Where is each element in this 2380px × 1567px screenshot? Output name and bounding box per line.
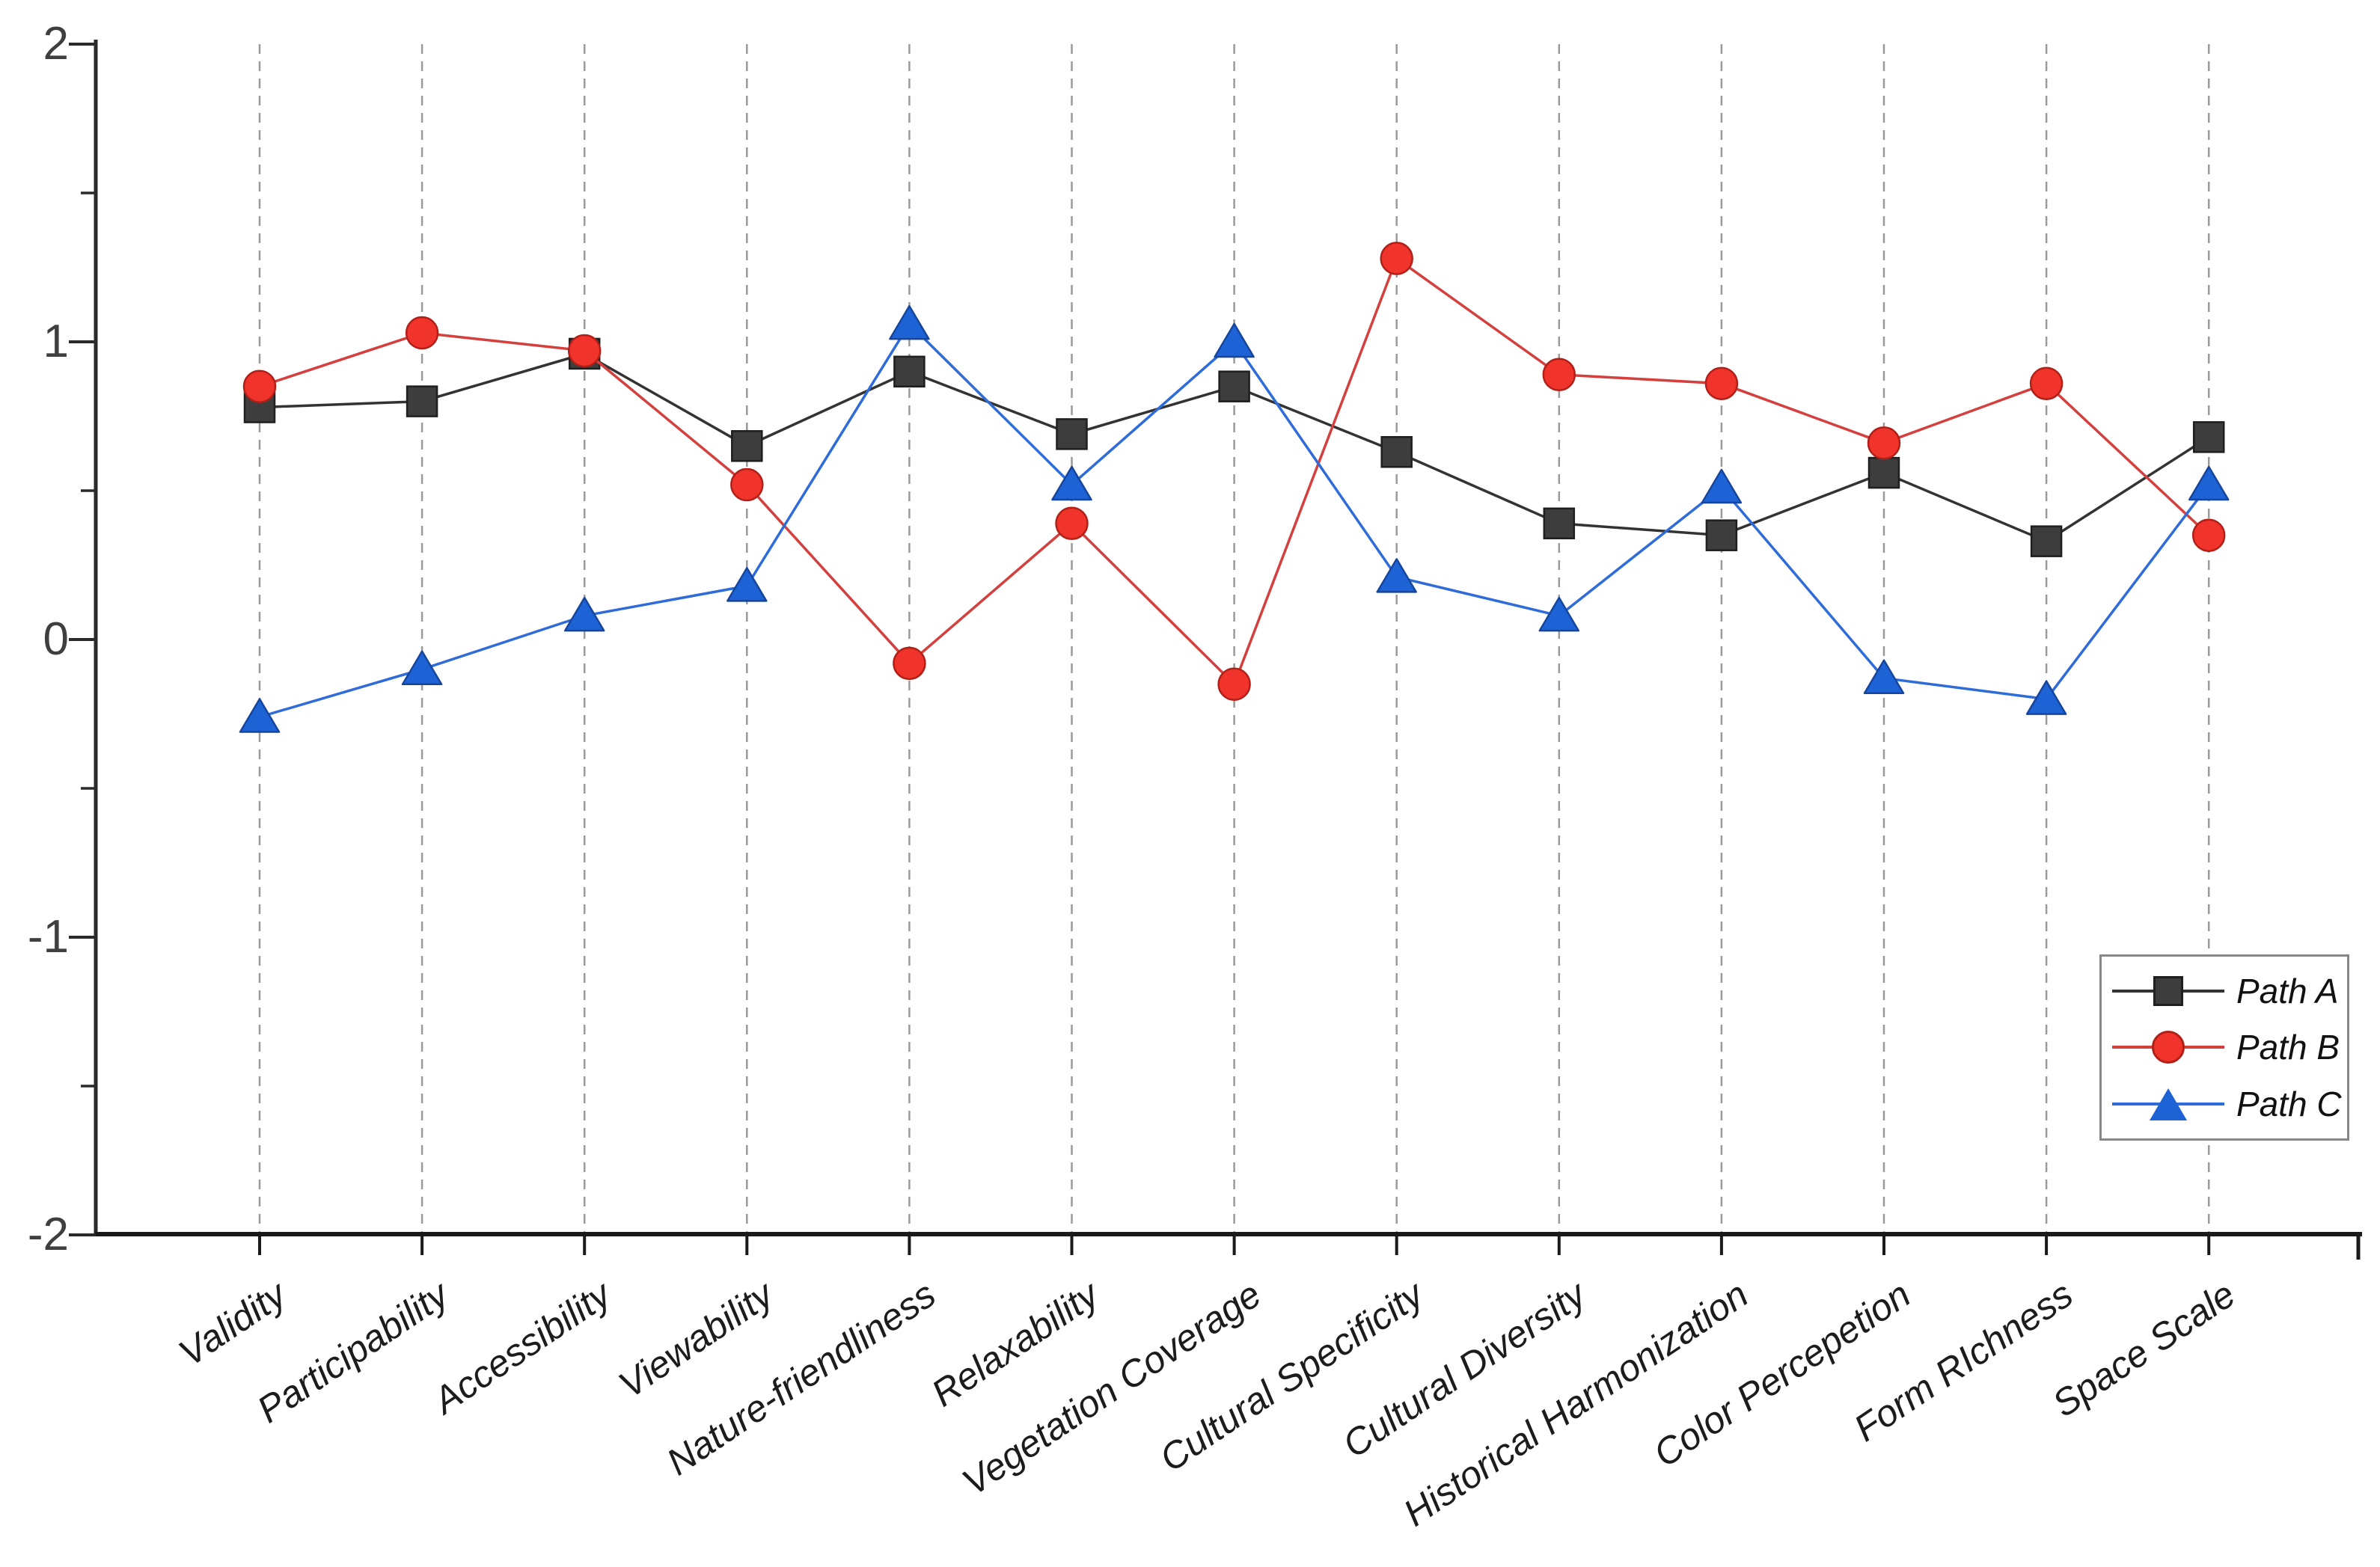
legend-item-path-a: Path A	[2112, 973, 2343, 1009]
circle-marker	[893, 646, 926, 681]
legend-label: Path B	[2236, 1028, 2340, 1067]
circle-marker	[730, 467, 764, 502]
figure-canvas: { "figure": { "background": "#ffffff", "…	[27, 18, 2362, 1535]
triangle-marker	[1538, 596, 1580, 632]
triangle-marker	[1701, 468, 1743, 504]
triangle-marker	[726, 567, 768, 602]
circle-marker	[1055, 506, 1089, 541]
triangle-marker	[1051, 465, 1092, 501]
circle-marker	[242, 369, 277, 403]
square-marker	[2192, 421, 2225, 453]
y-tick-label: -2	[27, 1209, 69, 1260]
triangle-marker	[2025, 680, 2067, 715]
square-marker	[1705, 519, 1738, 551]
triangle-marker	[401, 650, 443, 686]
circle-marker	[1542, 358, 1576, 392]
y-tick-label: -1	[27, 911, 69, 963]
square-marker	[1867, 456, 1900, 489]
legend-circle-marker-icon	[2112, 1029, 2224, 1065]
circle-marker	[1380, 242, 1413, 275]
circle-marker	[1867, 426, 1901, 460]
y-tick-label: 1	[43, 316, 69, 367]
legend-item-path-b: Path B	[2112, 1029, 2343, 1065]
circle-marker	[2191, 518, 2226, 552]
square-marker	[1218, 370, 1250, 402]
legend-square-marker-icon	[2112, 973, 2224, 1009]
y-tick-label: 0	[43, 613, 69, 665]
circle-marker	[1217, 667, 1251, 701]
circle-marker	[567, 334, 602, 368]
circle-marker	[2029, 367, 2064, 400]
legend-item-path-c: Path C	[2112, 1086, 2343, 1122]
triangle-marker	[1863, 659, 1905, 694]
data-series-layer	[239, 242, 2230, 733]
circle-marker	[1704, 367, 1739, 400]
triangle-marker	[1214, 322, 1255, 358]
square-marker	[1056, 418, 1088, 450]
plot-area	[69, 40, 2362, 1260]
triangle-marker	[2188, 465, 2230, 501]
square-marker	[893, 355, 926, 388]
legend-triangle-marker-icon	[2112, 1086, 2224, 1122]
triangle-marker	[563, 596, 605, 632]
square-marker	[731, 430, 763, 462]
gridlines-layer	[258, 44, 2210, 1234]
triangle-marker	[889, 304, 930, 340]
legend-label: Path C	[2236, 1085, 2342, 1124]
triangle-marker	[1376, 558, 1417, 593]
axes-layer	[69, 40, 2362, 1260]
circle-marker	[405, 316, 439, 350]
legend-label: Path A	[2236, 971, 2339, 1011]
triangle-marker	[239, 698, 281, 733]
square-marker	[406, 385, 438, 417]
square-marker	[1380, 436, 1413, 468]
square-marker	[1543, 507, 1576, 540]
square-marker	[2030, 525, 2063, 557]
legend: Path A Path B Path C	[2099, 954, 2349, 1141]
line-chart-figure: 2 1 0 -1 -2 Validity Participability Acc…	[27, 18, 2362, 1535]
y-tick-label: 2	[43, 18, 69, 70]
